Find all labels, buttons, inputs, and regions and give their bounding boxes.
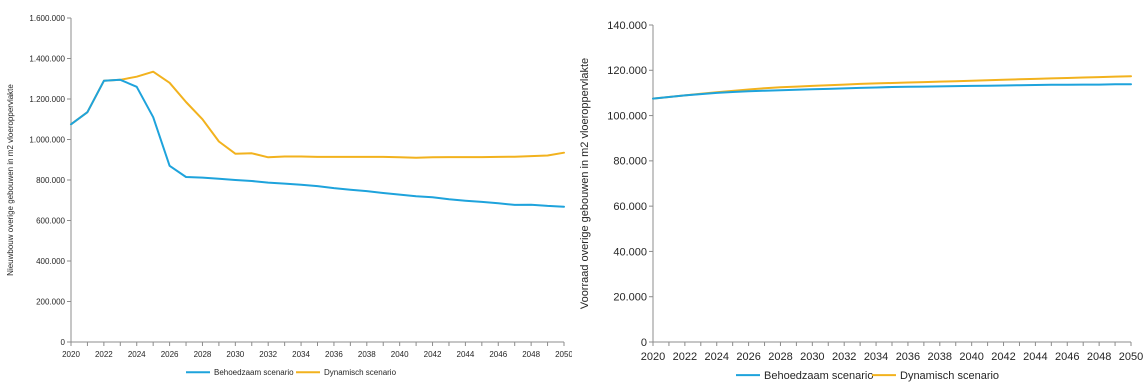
x-tick-label: 2034 (864, 351, 888, 363)
y-tick-label: 80.000 (613, 156, 647, 168)
x-tick-label: 2042 (424, 350, 442, 359)
x-tick-label: 2046 (1055, 351, 1079, 363)
y-tick-label: 0 (61, 338, 66, 347)
x-tick-label: 2024 (128, 350, 146, 359)
x-tick-label: 2026 (161, 350, 179, 359)
y-tick-label: 40.000 (613, 246, 647, 258)
y-tick-label: 1.000.000 (29, 135, 65, 144)
x-tick-label: 2026 (736, 351, 760, 363)
x-tick-label: 2042 (991, 351, 1015, 363)
series-line-1 (70, 70, 565, 159)
legend-label-0: Behoedzaam scenario (764, 370, 873, 382)
x-tick-label: 2030 (226, 350, 244, 359)
x-tick-label: 2044 (1023, 351, 1047, 363)
x-tick-label: 2024 (704, 351, 728, 363)
y-tick-label: 800.000 (36, 176, 65, 185)
x-tick-label: 2048 (1087, 351, 1111, 363)
y-tick-label: 0 (641, 337, 647, 349)
x-tick-label: 2032 (832, 351, 856, 363)
legend-label-1: Dynamisch scenario (324, 368, 397, 377)
chart-nieuwbouw: 0 200.000 400.000 600.000 800.000 1.000.000 1.… (6, 14, 572, 377)
x-tick-label: 2046 (489, 350, 507, 359)
x-tick-label: 2044 (457, 350, 475, 359)
x-tick-label: 2022 (95, 350, 113, 359)
legend-label-0: Behoedzaam scenario (214, 368, 294, 377)
y-tick-label: 1.400.000 (29, 54, 65, 63)
x-tick-label: 2030 (800, 351, 824, 363)
y-tick-label: 1.200.000 (29, 95, 65, 104)
y-axis-title: Voorraad overige gebouwen in m2 vloeropp… (579, 58, 591, 309)
legend-label-1: Dynamisch scenario (900, 370, 999, 382)
x-tick-label: 2020 (62, 350, 80, 359)
y-tick-label: 20.000 (613, 292, 647, 304)
series-line-0 (652, 83, 1132, 100)
x-tick-label: 2036 (896, 351, 920, 363)
y-tick-label: 120.000 (607, 65, 647, 77)
x-tick-label: 2040 (959, 351, 983, 363)
y-tick-label: 1.600.000 (29, 14, 65, 23)
y-tick-label: 200.000 (36, 297, 65, 306)
x-tick-label: 2036 (325, 350, 343, 359)
x-tick-label: 2028 (194, 350, 212, 359)
x-tick-label: 2020 (641, 351, 665, 363)
y-tick-label: 140.000 (607, 20, 647, 32)
y-tick-label: 100.000 (607, 110, 647, 122)
y-axis-title: Nieuwbouw overige gebouwen in m2 vloerop… (6, 84, 15, 276)
y-tick-label: 600.000 (36, 216, 65, 225)
x-tick-label: 2034 (292, 350, 310, 359)
x-tick-label: 2050 (555, 350, 572, 359)
series-line-0 (70, 78, 565, 208)
x-tick-label: 2040 (391, 350, 409, 359)
series-line-1 (652, 75, 1132, 100)
chart-voorraad: 0 20.000 40.000 60.000 80.000 100.000 120.000 1… (579, 20, 1143, 382)
x-tick-label: 2032 (259, 350, 277, 359)
x-tick-label: 2050 (1119, 351, 1143, 363)
x-tick-label: 2022 (673, 351, 697, 363)
x-tick-label: 2028 (768, 351, 792, 363)
x-tick-label: 2038 (358, 350, 376, 359)
y-tick-label: 400.000 (36, 257, 65, 266)
x-tick-label: 2048 (522, 350, 540, 359)
x-tick-label: 2038 (928, 351, 952, 363)
y-tick-label: 60.000 (613, 201, 647, 213)
